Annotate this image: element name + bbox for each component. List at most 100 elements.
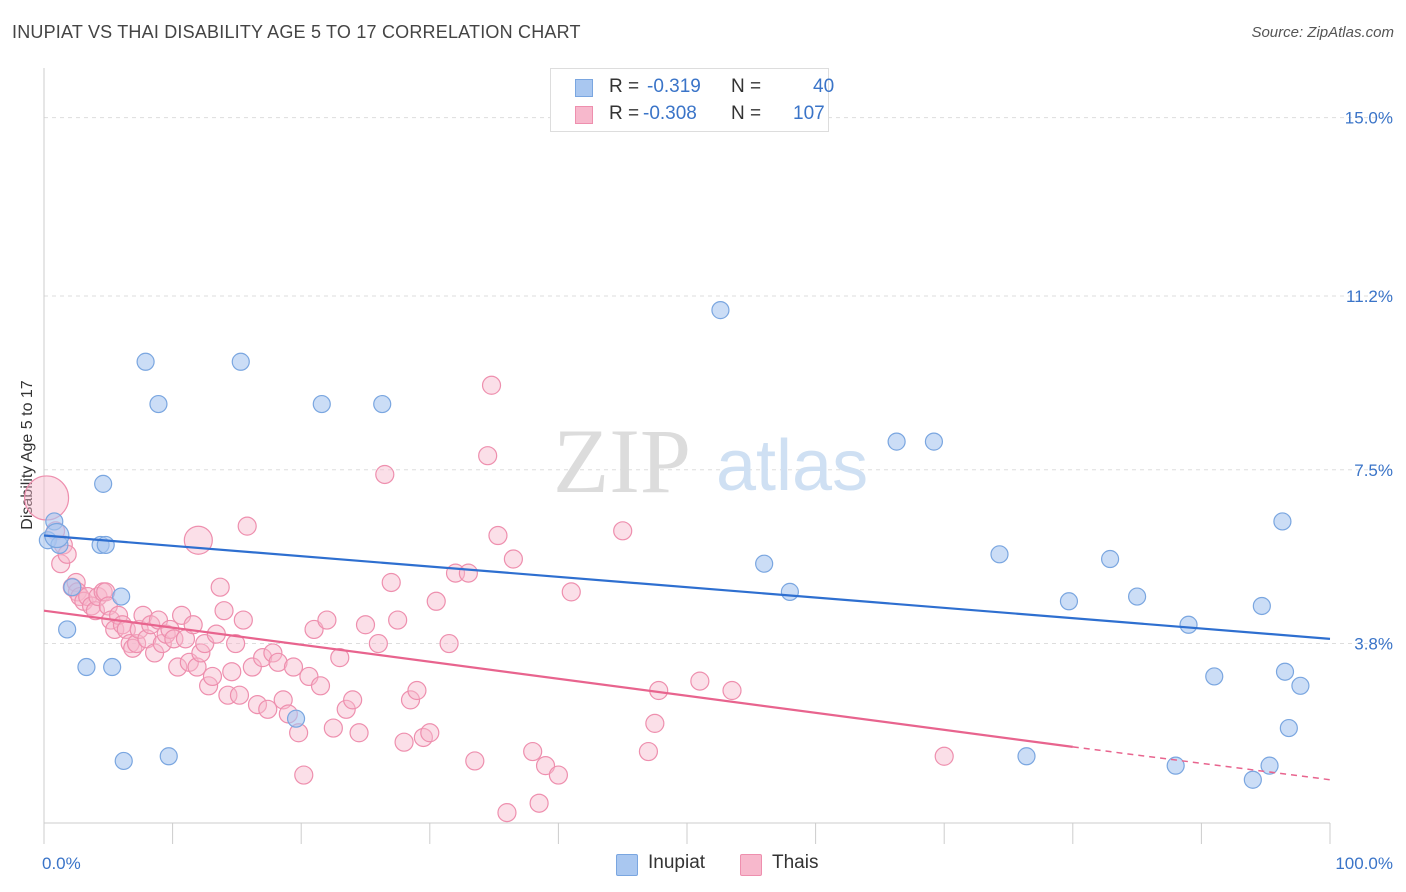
thais-swatch: [575, 106, 593, 124]
watermark-zip: ZIP: [553, 410, 691, 512]
thais-point: [51, 554, 71, 574]
inupiat-point: [990, 545, 1009, 564]
thais-point: [191, 643, 211, 663]
thais-trend-extension: [1072, 746, 1331, 781]
thais-point: [330, 648, 350, 668]
trend-lines: [43, 534, 1331, 781]
thais-point: [478, 446, 498, 466]
source-label: Source: ZipAtlas.com: [1251, 24, 1394, 41]
grid-lines: [44, 117, 1395, 645]
legend-r-value: -0.308: [643, 103, 697, 124]
thais-point: [426, 591, 446, 611]
inupiat-point: [159, 747, 178, 766]
thais-point: [349, 723, 369, 743]
thais-point: [258, 699, 278, 719]
inupiat-point: [286, 709, 306, 728]
thais-point: [214, 601, 234, 621]
inupiat-point: [780, 582, 799, 601]
thais-point: [407, 680, 427, 701]
thais-point: [355, 615, 376, 635]
inupiat-point: [1275, 662, 1295, 681]
thais-point: [226, 633, 246, 654]
thais-point: [690, 671, 710, 691]
thais-point: [529, 793, 549, 813]
inupiat-point: [1166, 756, 1185, 775]
thais-point: [523, 741, 543, 762]
thais-point: [222, 662, 242, 682]
watermark-atlas: atlas: [716, 426, 868, 506]
legend-r-label: R =: [609, 103, 640, 124]
inupiat-point: [1127, 587, 1147, 606]
thais-point: [164, 629, 184, 649]
inupiat-point: [103, 657, 122, 677]
thais-point: [218, 685, 238, 705]
thais-point: [85, 601, 106, 621]
thais-point: [126, 633, 147, 654]
thais-point: [294, 765, 314, 785]
thais-point: [458, 563, 478, 583]
inupiat-point: [1243, 770, 1262, 789]
inupiat-point: [1017, 747, 1036, 766]
legend-n-value: 40: [813, 76, 835, 97]
inupiat-point: [58, 620, 77, 639]
thais-point: [497, 803, 517, 823]
legend-n-label: N =: [731, 76, 762, 97]
thais-point: [183, 525, 213, 555]
thais-point: [187, 657, 207, 677]
legend-r-value: -0.319: [647, 76, 701, 97]
thais-point: [253, 648, 273, 668]
thais-point: [247, 694, 268, 715]
x-tick-label: 0.0%: [42, 854, 81, 873]
thais-point: [202, 666, 223, 687]
thais-point: [317, 610, 337, 630]
thais-point: [375, 464, 395, 485]
x-tick-label: 100.0%: [1335, 854, 1393, 873]
thais-point: [934, 746, 954, 766]
inupiat-point: [1252, 596, 1271, 616]
inupiat-point: [755, 554, 774, 573]
inupiat-point: [149, 394, 168, 414]
y-tick-label: 11.2%: [1346, 287, 1393, 306]
thais-point: [613, 521, 633, 541]
thais-point: [304, 619, 324, 640]
thais-point: [23, 475, 70, 521]
thais-point: [263, 643, 283, 663]
thais-point: [310, 676, 331, 696]
watermark: ZIP atlas: [553, 410, 868, 512]
thais-point: [368, 633, 388, 654]
inupiat-point: [231, 352, 250, 371]
thais-point: [400, 690, 421, 710]
thais-point: [503, 549, 523, 569]
legend-r-label: R =: [609, 76, 640, 97]
inupiat-point: [112, 587, 131, 606]
thais-point: [388, 610, 408, 630]
inupiat-point: [1100, 549, 1120, 569]
inupiat-point: [1273, 512, 1292, 531]
y-tick-label: 15.0%: [1345, 109, 1393, 128]
inupiat-point: [924, 432, 944, 451]
thais-point: [535, 756, 556, 776]
inupiat-point: [887, 432, 906, 451]
inupiat-point: [77, 657, 96, 677]
inupiat-point: [1260, 756, 1279, 775]
thais-point: [233, 610, 253, 630]
inupiat-point: [1205, 667, 1224, 686]
inupiat-point: [1179, 615, 1198, 634]
legend-n-value: 107: [793, 103, 825, 124]
thais-point: [638, 741, 659, 762]
thais-point: [229, 685, 250, 705]
inupiat-trend-line: [43, 534, 1331, 640]
thais-point: [199, 676, 219, 696]
thais-point: [561, 582, 581, 602]
inupiat-point: [1279, 718, 1298, 738]
thais-point: [465, 751, 485, 771]
inupiat-points: [38, 301, 1310, 789]
inupiat-point: [94, 474, 113, 493]
thais-point: [283, 657, 304, 677]
thais-point: [420, 723, 440, 743]
thais-point: [481, 375, 502, 395]
thais-legend-swatch: [740, 854, 762, 876]
thais-point: [168, 657, 188, 677]
thais-point: [394, 732, 414, 752]
